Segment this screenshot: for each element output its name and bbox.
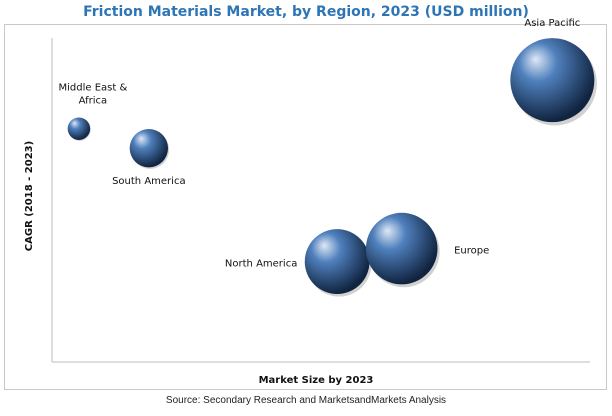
source-note: Source: Secondary Research and Marketsan… <box>165 395 447 406</box>
bubble-label: Middle East & Africa <box>59 83 128 107</box>
bubble-label: Europe <box>454 246 489 257</box>
y-axis-label: CAGR (2018 - 2023) <box>24 141 35 251</box>
bubble-point <box>129 128 169 168</box>
bubble-point <box>304 229 370 294</box>
bubble-label: Asia Pacific <box>524 18 580 29</box>
x-axis-label: Market Size by 2023 <box>259 375 374 386</box>
bubble-point <box>67 117 91 140</box>
bubble-point <box>510 38 595 123</box>
chart-frame <box>4 24 607 390</box>
bubble-label: North America <box>225 259 297 270</box>
bubble-label: South America <box>112 176 186 187</box>
chart-title: Friction Materials Market, by Region, 20… <box>83 4 529 20</box>
bubble-layer: Middle East & Africa South America North Am… <box>59 18 597 297</box>
bubble-point <box>365 212 438 285</box>
